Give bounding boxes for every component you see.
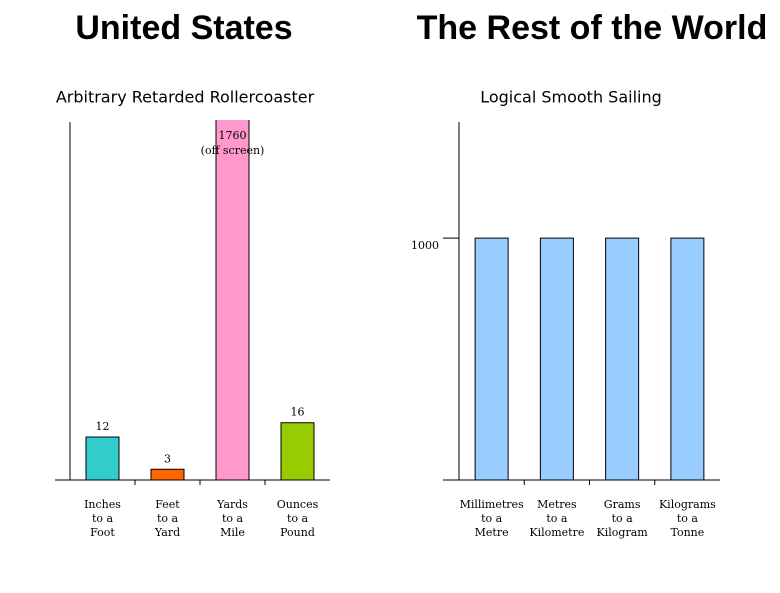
heading: United States: [75, 9, 292, 47]
value-label: 3: [164, 452, 171, 465]
x-tick-label: to a: [157, 512, 179, 525]
bar: [280, 422, 315, 481]
x-tick-label: Metre: [475, 526, 509, 539]
x-tick-label: Yard: [154, 526, 180, 539]
x-tick-label: Feet: [155, 498, 180, 511]
bar: [474, 237, 509, 481]
x-tick-label: Grams: [604, 498, 641, 511]
annotation: (off screen): [201, 144, 265, 157]
x-tick-label: Ounces: [277, 498, 319, 511]
x-tick-label: Inches: [84, 498, 121, 511]
bar: [150, 468, 185, 481]
x-tick-label: Millimetres: [460, 498, 524, 511]
x-tick-label: Pound: [280, 526, 315, 539]
x-tick-label: Tonne: [670, 526, 704, 539]
x-tick-label: to a: [92, 512, 114, 525]
x-tick-label: Foot: [90, 526, 115, 539]
bar: [670, 237, 705, 481]
x-tick-label: Metres: [537, 498, 577, 511]
x-tick-label: Yards: [216, 498, 248, 511]
x-tick-label: Mile: [220, 526, 245, 539]
x-tick-label: to a: [222, 512, 244, 525]
x-tick-label: to a: [287, 512, 309, 525]
bar: [215, 120, 250, 481]
x-tick-label: to a: [612, 512, 634, 525]
chart-title: Logical Smooth Sailing: [480, 88, 662, 107]
x-tick-label: to a: [677, 512, 699, 525]
value-label: 16: [291, 406, 305, 419]
x-tick-label: to a: [546, 512, 568, 525]
x-tick-label: Kilograms: [659, 498, 716, 511]
bar: [85, 436, 120, 481]
x-tick-label: Kilometre: [529, 526, 584, 539]
bar: [539, 237, 574, 481]
bars: [474, 237, 705, 481]
x-tick-label: Kilogram: [597, 526, 649, 539]
x-tick-label: to a: [481, 512, 503, 525]
value-label: 12: [96, 420, 110, 433]
heading: The Rest of the World: [417, 9, 768, 47]
bars: [85, 120, 315, 481]
chart-title: Arbitrary Retarded Rollercoaster: [56, 88, 315, 107]
bar: [605, 237, 640, 481]
y-tick-label: 1000: [411, 239, 439, 252]
value-label: 1760: [219, 129, 247, 142]
